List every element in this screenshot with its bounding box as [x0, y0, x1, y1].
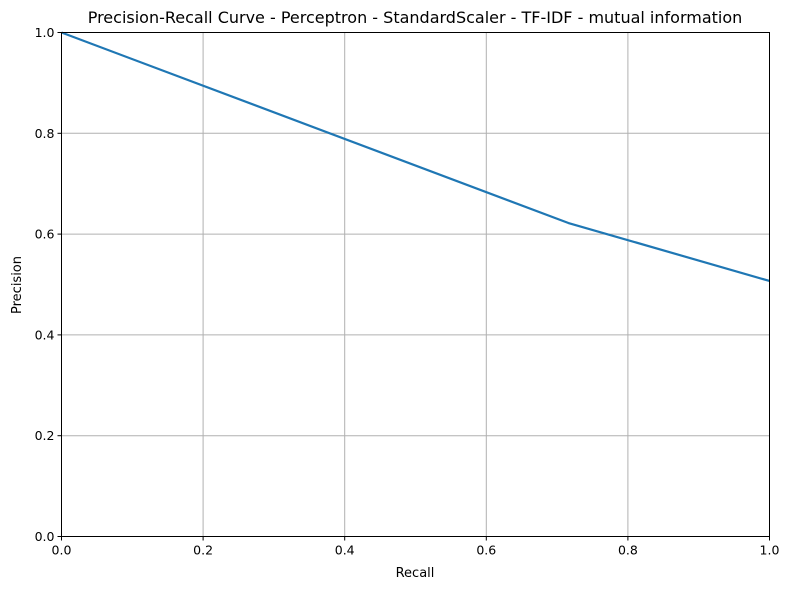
x-axis-ticks: 0.0 0.2 0.4 0.6 0.8 1.0	[52, 536, 780, 558]
x-tick-label: 0.4	[335, 543, 355, 558]
y-axis-ticks: 0.0 0.2 0.4 0.6 0.8 1.0	[35, 25, 62, 544]
y-tick-label: 0.6	[35, 227, 55, 242]
precision-recall-line	[61, 31, 770, 283]
x-tick-label: 0.8	[618, 543, 638, 558]
y-tick-label: 0.0	[35, 529, 55, 544]
y-tick-label: 0.4	[35, 327, 55, 342]
series-layer	[61, 31, 770, 283]
y-axis-label: Precision	[10, 256, 25, 314]
y-tick-label: 1.0	[35, 25, 55, 40]
x-tick-label: 0.6	[476, 543, 496, 558]
chart-title: Precision-Recall Curve - Perceptron - St…	[88, 8, 743, 27]
plot-frame	[61, 32, 770, 537]
y-tick-label: 0.2	[35, 428, 55, 443]
x-axis-label: Recall	[396, 566, 435, 581]
y-tick-label: 0.8	[35, 126, 55, 141]
x-tick-label: 0.2	[193, 543, 213, 558]
x-tick-label: 0.0	[52, 543, 72, 558]
x-tick-label: 1.0	[760, 543, 780, 558]
